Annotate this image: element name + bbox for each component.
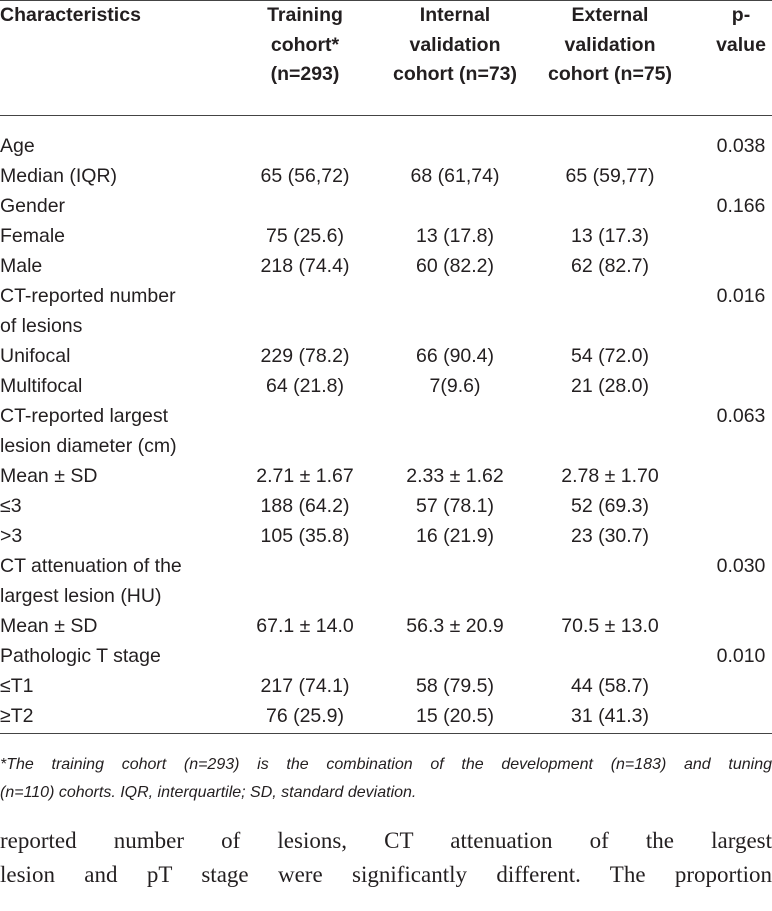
- table-cell: 217 (74.1): [260, 675, 350, 697]
- table-cell: 68 (61,74): [410, 165, 500, 187]
- row-label: CT attenuation of the: [0, 555, 182, 577]
- table-cell: 67.1 ± 14.0: [256, 615, 354, 637]
- row-label: Mean ± SD: [0, 465, 98, 487]
- table-cell: 66 (90.4): [415, 345, 495, 367]
- table-cell: 229 (78.2): [260, 345, 350, 367]
- row-label: >3: [0, 525, 23, 547]
- row-label: CT-reported largest: [0, 405, 168, 427]
- header-cell: Internal: [419, 4, 491, 26]
- row-label: Age: [0, 135, 35, 157]
- table-cell: 75 (25.6): [265, 225, 345, 247]
- header-cell: cohort (n=75): [547, 63, 673, 85]
- table-cell: 2.78 ± 1.70: [561, 465, 659, 487]
- header-cell: External: [571, 4, 649, 26]
- table-cell: 7(9.6): [429, 375, 481, 397]
- table-cell: 64 (21.8): [265, 375, 345, 397]
- table-cell: 21 (28.0): [570, 375, 650, 397]
- table-cell: 0.063: [716, 405, 766, 427]
- table-cell: 57 (78.1): [415, 495, 495, 517]
- header-cell: cohort*: [270, 33, 340, 56]
- table-cell: 0.038: [716, 135, 766, 157]
- table-cell: 58 (79.5): [415, 675, 495, 697]
- table-cell: 76 (25.9): [265, 705, 345, 727]
- row-label: Median (IQR): [0, 165, 118, 187]
- table-cell: 65 (59,77): [565, 165, 655, 187]
- table-cell: 218 (74.4): [260, 255, 350, 277]
- table-cell: 13 (17.8): [415, 225, 495, 247]
- row-label: Female: [0, 225, 66, 247]
- table-cell: 15 (20.5): [415, 705, 495, 727]
- table-cell: 60 (82.2): [415, 255, 495, 277]
- row-label: ≥T2: [0, 705, 34, 727]
- header-cell: p-: [731, 4, 751, 26]
- table-cell: 0.166: [716, 195, 766, 217]
- table-bottom-rule: [0, 733, 772, 734]
- footnote: *The training cohort (n=293) is the comb…: [0, 756, 772, 773]
- table-cell: 31 (41.3): [570, 705, 650, 727]
- header-cell: Training: [267, 4, 343, 26]
- table-cell: 52 (69.3): [570, 495, 650, 517]
- table-cell: 2.33 ± 1.62: [406, 465, 504, 487]
- footnote: (n=110) cohorts. IQR, interquartile; SD,…: [0, 784, 417, 801]
- table-cell: 44 (58.7): [570, 675, 650, 697]
- table-cell: 70.5 ± 13.0: [561, 615, 659, 637]
- table-cell: 13 (17.3): [570, 225, 650, 247]
- table-cell: 105 (35.8): [260, 525, 350, 547]
- row-label: Multifocal: [0, 375, 83, 397]
- header-cell: (n=293): [270, 63, 340, 85]
- row-label: ≤T1: [0, 675, 34, 697]
- header-rule: [0, 115, 772, 116]
- row-label: of lesions: [0, 315, 83, 337]
- header-cell: validation: [409, 33, 501, 56]
- header-cell: Characteristics: [0, 4, 141, 26]
- row-label: Gender: [0, 195, 66, 217]
- table-cell: 188 (64.2): [260, 495, 350, 517]
- table-cell: 0.030: [716, 555, 766, 577]
- row-label: lesion diameter (cm): [0, 435, 177, 457]
- header-cell: value: [716, 33, 766, 56]
- paragraph-line: lesion and pT stage were significantly d…: [0, 862, 772, 887]
- table-cell: 23 (30.7): [570, 525, 650, 547]
- table-cell: 0.016: [716, 285, 766, 307]
- table-cell: 62 (82.7): [570, 255, 650, 277]
- row-label: Male: [0, 255, 43, 277]
- table-cell: 2.71 ± 1.67: [256, 465, 354, 487]
- paragraph-line: reported number of lesions, CT attenuati…: [0, 828, 772, 853]
- table-top-rule: [0, 0, 772, 1]
- header-cell: validation: [564, 33, 656, 56]
- row-label: ≤3: [0, 495, 22, 517]
- row-label: Mean ± SD: [0, 615, 98, 637]
- row-label: largest lesion (HU): [0, 585, 162, 607]
- table-cell: 0.010: [716, 645, 766, 667]
- table-cell: 56.3 ± 20.9: [406, 615, 504, 637]
- row-label: CT-reported number: [0, 285, 176, 307]
- table-cell: 54 (72.0): [570, 345, 650, 367]
- table-cell: 16 (21.9): [415, 525, 495, 547]
- row-label: Unifocal: [0, 345, 71, 367]
- row-label: Pathologic T stage: [0, 645, 161, 667]
- table-cell: 65 (56,72): [260, 165, 350, 187]
- header-cell: cohort (n=73): [392, 63, 518, 85]
